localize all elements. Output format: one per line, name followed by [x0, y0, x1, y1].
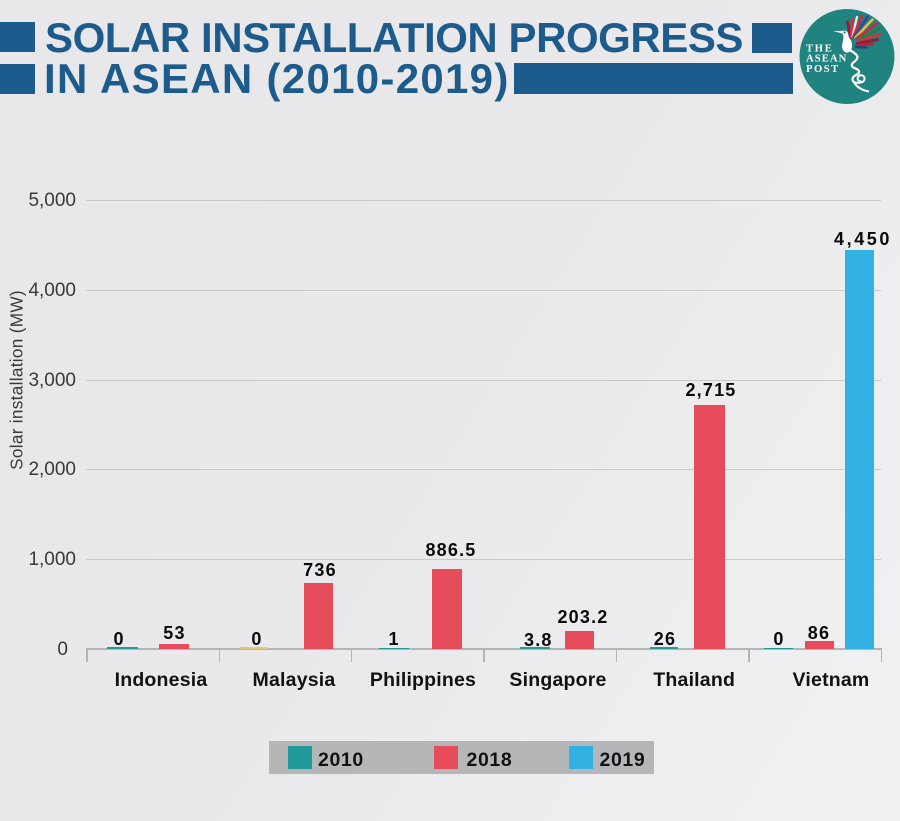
svg-text:POST: POST [806, 64, 840, 75]
svg-text:ASEAN: ASEAN [806, 54, 847, 65]
svg-text:THE: THE [806, 43, 833, 54]
